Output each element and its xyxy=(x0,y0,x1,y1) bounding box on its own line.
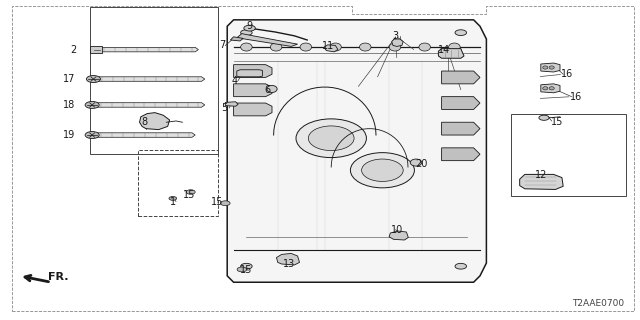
Ellipse shape xyxy=(449,43,460,51)
Text: 15: 15 xyxy=(182,189,195,200)
Ellipse shape xyxy=(244,25,255,31)
Polygon shape xyxy=(276,253,300,265)
Polygon shape xyxy=(541,63,560,72)
Text: 3: 3 xyxy=(392,31,399,41)
Text: 16: 16 xyxy=(570,92,582,102)
Text: 19: 19 xyxy=(63,130,76,140)
Ellipse shape xyxy=(549,87,554,90)
Ellipse shape xyxy=(455,263,467,269)
Polygon shape xyxy=(392,39,403,46)
Ellipse shape xyxy=(85,101,99,108)
Polygon shape xyxy=(442,71,480,84)
Polygon shape xyxy=(438,49,464,58)
Text: 10: 10 xyxy=(390,225,403,235)
Ellipse shape xyxy=(241,43,252,51)
Ellipse shape xyxy=(308,126,354,150)
Ellipse shape xyxy=(389,43,401,51)
Text: 15: 15 xyxy=(211,197,224,207)
Ellipse shape xyxy=(169,196,177,200)
Ellipse shape xyxy=(410,159,422,166)
Text: 12: 12 xyxy=(534,170,547,180)
Polygon shape xyxy=(442,97,480,109)
Polygon shape xyxy=(237,70,262,77)
Ellipse shape xyxy=(296,119,366,157)
Polygon shape xyxy=(520,174,563,189)
Polygon shape xyxy=(97,133,195,137)
Ellipse shape xyxy=(241,30,252,36)
Polygon shape xyxy=(140,113,170,130)
Text: 5: 5 xyxy=(221,103,227,113)
Polygon shape xyxy=(234,84,272,97)
Ellipse shape xyxy=(360,43,371,51)
Ellipse shape xyxy=(241,263,252,269)
Ellipse shape xyxy=(330,43,341,51)
Text: 1: 1 xyxy=(170,196,176,207)
Polygon shape xyxy=(100,47,198,52)
Polygon shape xyxy=(90,46,102,53)
Ellipse shape xyxy=(220,201,230,206)
Ellipse shape xyxy=(419,43,431,51)
Ellipse shape xyxy=(186,190,195,194)
Text: 15: 15 xyxy=(550,116,563,127)
Polygon shape xyxy=(442,148,480,161)
Ellipse shape xyxy=(351,153,415,188)
Ellipse shape xyxy=(237,267,247,272)
Polygon shape xyxy=(230,37,243,41)
Text: 4: 4 xyxy=(232,76,238,86)
Text: 13: 13 xyxy=(283,259,296,269)
Text: 18: 18 xyxy=(63,100,76,110)
Ellipse shape xyxy=(549,66,554,69)
Text: 17: 17 xyxy=(63,74,76,84)
Text: 11: 11 xyxy=(322,41,335,52)
Text: 9: 9 xyxy=(246,20,253,31)
Ellipse shape xyxy=(270,43,282,51)
Polygon shape xyxy=(237,34,298,46)
Text: 20: 20 xyxy=(415,159,428,169)
Text: 7: 7 xyxy=(220,40,226,51)
Ellipse shape xyxy=(85,132,99,139)
Polygon shape xyxy=(99,77,205,81)
Ellipse shape xyxy=(543,66,548,69)
Ellipse shape xyxy=(543,87,548,90)
Polygon shape xyxy=(97,103,205,107)
Ellipse shape xyxy=(362,159,403,181)
Text: 14: 14 xyxy=(438,45,451,55)
Ellipse shape xyxy=(539,115,549,120)
Ellipse shape xyxy=(86,76,100,83)
Polygon shape xyxy=(324,45,338,52)
Text: 6: 6 xyxy=(264,84,271,95)
Text: 16: 16 xyxy=(561,69,573,79)
Polygon shape xyxy=(234,103,272,116)
Polygon shape xyxy=(225,102,238,106)
Text: 8: 8 xyxy=(141,117,148,127)
Ellipse shape xyxy=(267,85,277,92)
Polygon shape xyxy=(541,84,560,93)
Text: FR.: FR. xyxy=(48,272,68,283)
Polygon shape xyxy=(442,122,480,135)
Polygon shape xyxy=(227,20,486,282)
Text: T2AAE0700: T2AAE0700 xyxy=(572,299,624,308)
Text: 2: 2 xyxy=(70,44,77,55)
Ellipse shape xyxy=(455,30,467,36)
Polygon shape xyxy=(234,65,272,77)
Ellipse shape xyxy=(300,43,312,51)
Text: 15: 15 xyxy=(240,265,253,276)
Polygon shape xyxy=(389,231,408,240)
